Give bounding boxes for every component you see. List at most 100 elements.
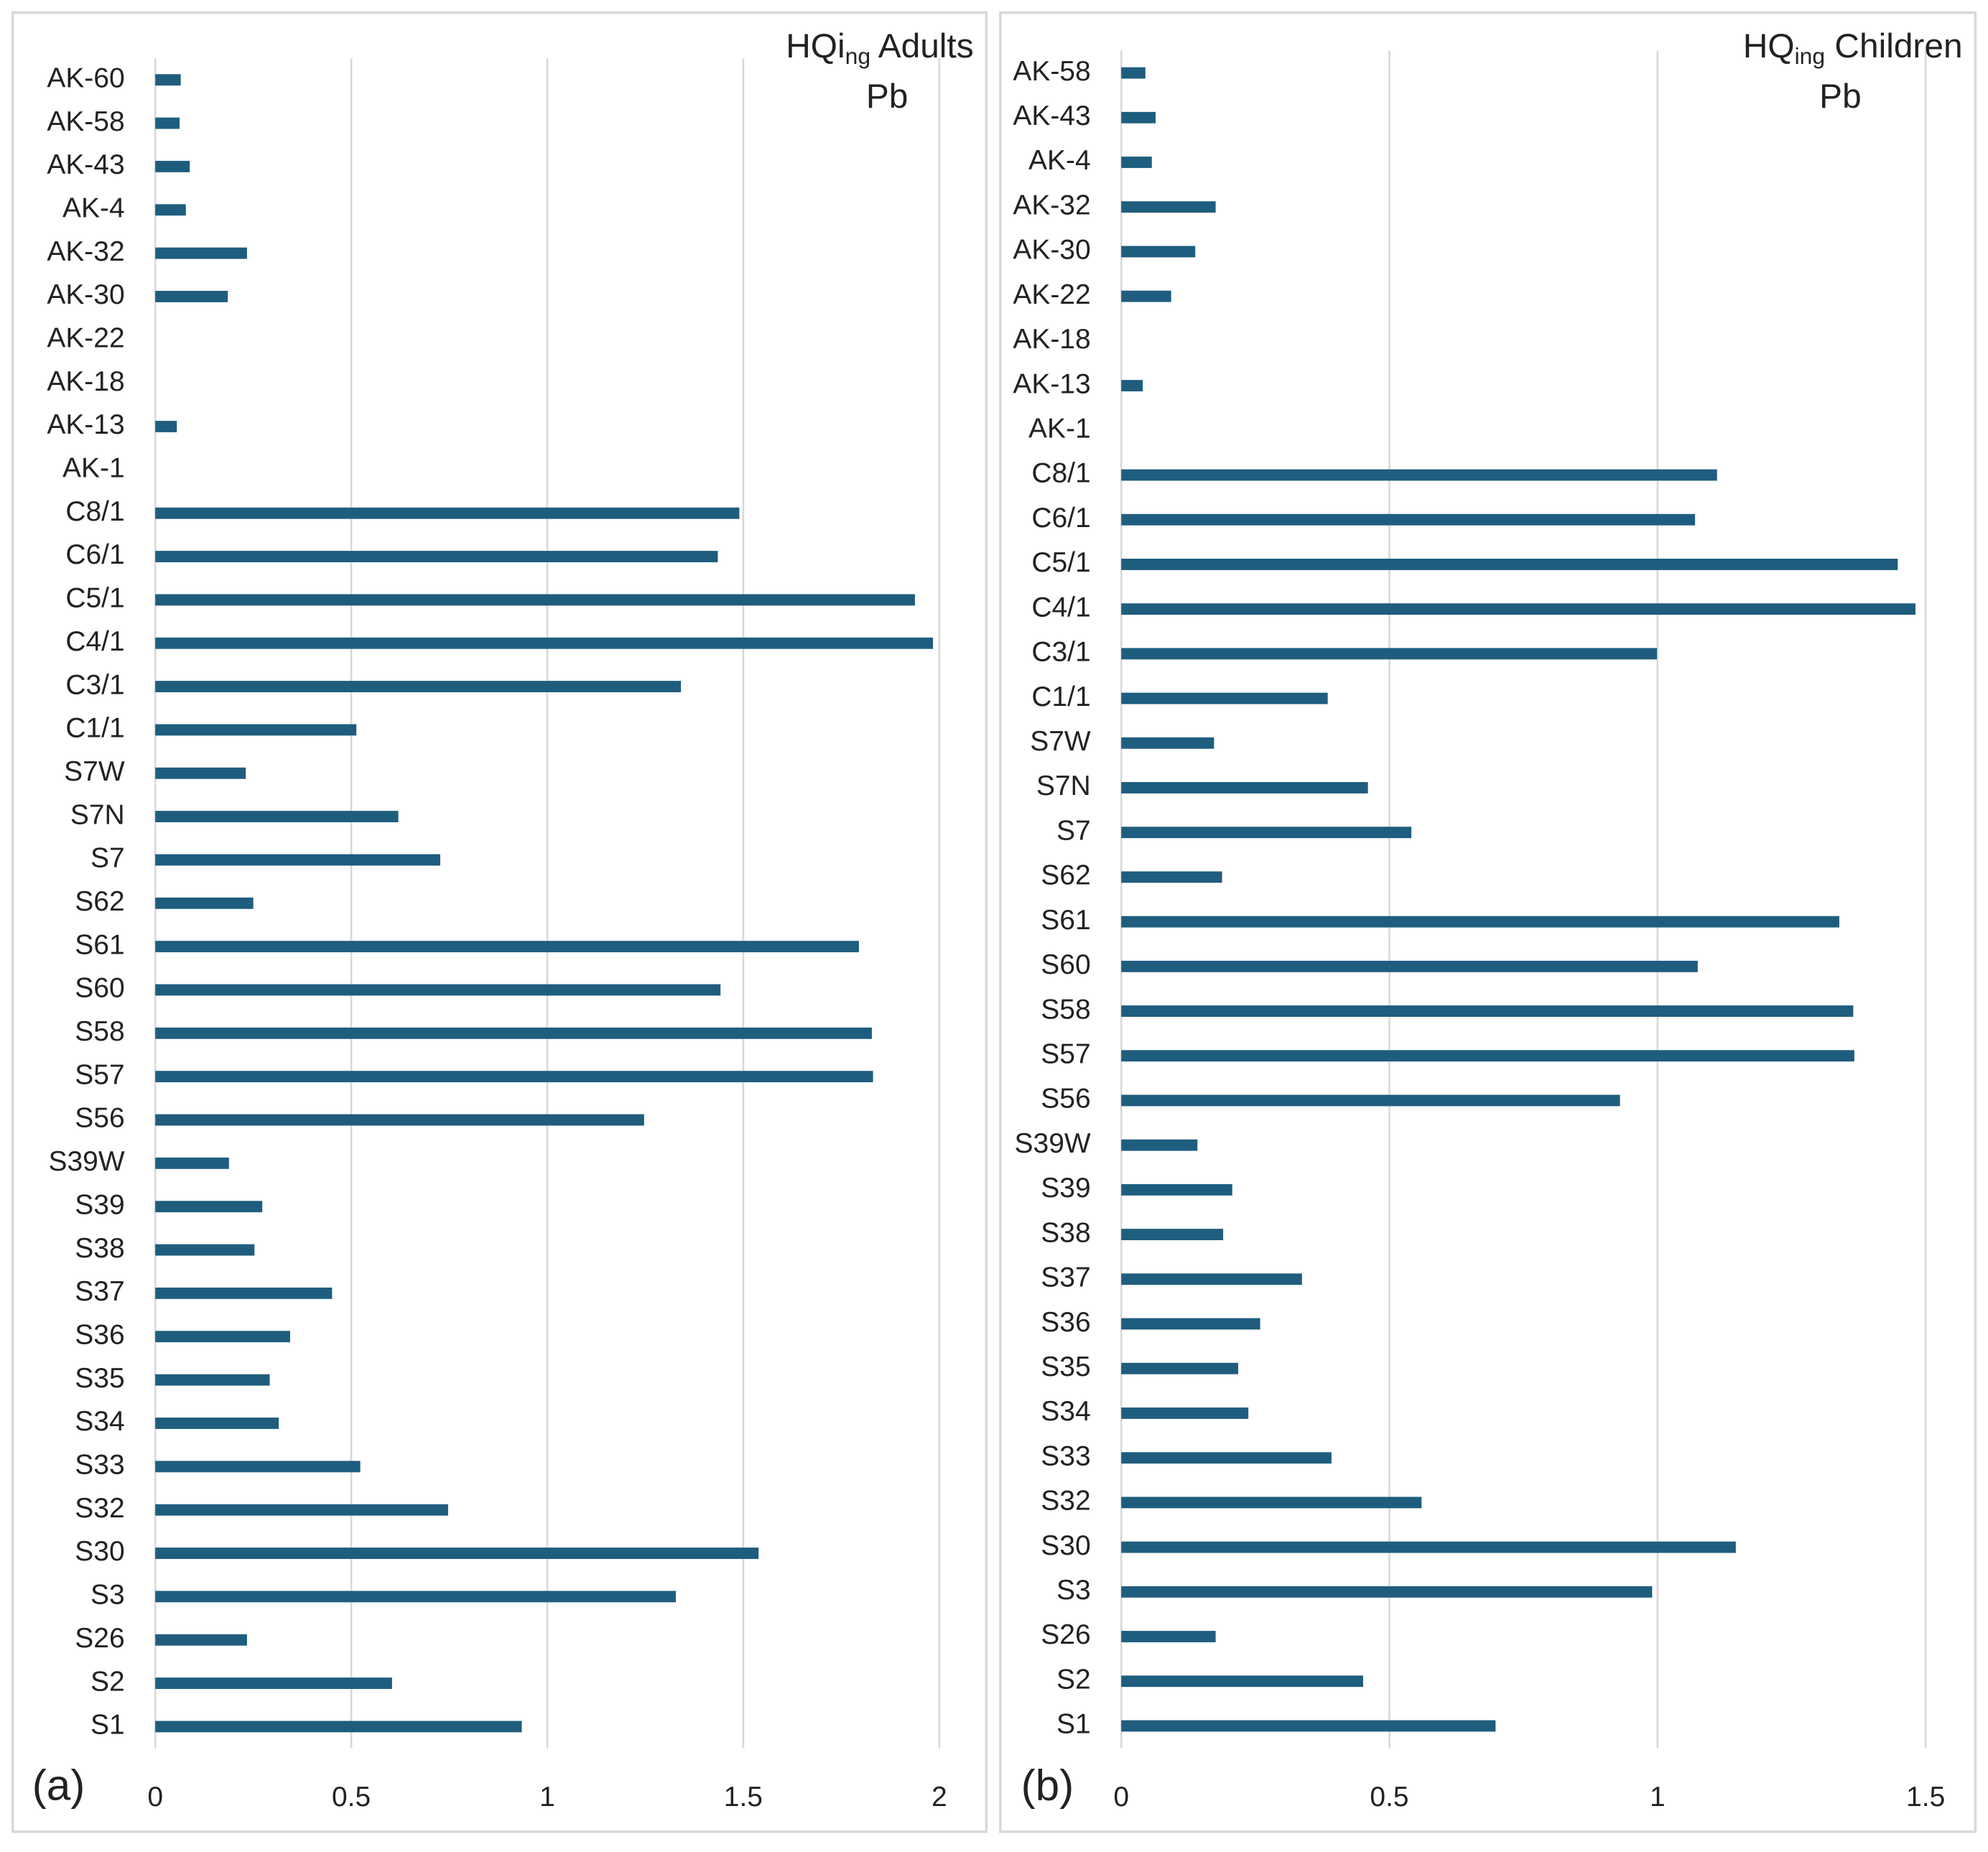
bar: [1121, 1720, 1496, 1732]
y-tick-label: S57: [1041, 1039, 1090, 1070]
y-tick-label: S57: [75, 1060, 124, 1091]
title-text: Children: [1825, 27, 1962, 65]
y-tick-label: AK-32: [47, 236, 124, 267]
bar: [155, 1548, 759, 1559]
bar: [155, 1287, 333, 1299]
bar: [1121, 1452, 1332, 1464]
y-tick-label: S7N: [70, 799, 125, 830]
title-text: HQi: [786, 27, 845, 65]
bar: [155, 204, 186, 216]
bar: [155, 941, 859, 953]
bar: [1121, 1497, 1422, 1509]
bar: [1121, 558, 1898, 570]
y-tick-label: C3/1: [65, 669, 124, 700]
bar: [155, 724, 357, 736]
y-tick-label: C3/1: [1031, 637, 1090, 668]
bar: [1121, 380, 1143, 391]
bar: [155, 594, 915, 606]
y-tick-label: S7W: [64, 756, 125, 787]
bar: [155, 1461, 361, 1473]
x-tick-label: 1: [1650, 1782, 1666, 1813]
bar: [1121, 513, 1696, 526]
bar: [1121, 692, 1328, 704]
bar: [155, 1201, 263, 1213]
bar: [1121, 157, 1152, 168]
y-tick-label: S56: [75, 1103, 124, 1134]
title-text: Adults: [870, 27, 974, 65]
y-tick-label: S38: [1041, 1217, 1090, 1248]
y-tick-label: S38: [75, 1233, 124, 1264]
y-tick-label: C4/1: [1031, 592, 1090, 623]
bar: [1121, 871, 1222, 883]
x-tick-label: 0.5: [332, 1782, 371, 1813]
chart-subtitle: Pb: [1819, 78, 1862, 116]
y-tick-label: S61: [1041, 905, 1090, 936]
bar: [155, 291, 228, 302]
bar: [1121, 603, 1915, 615]
y-tick-label: S39: [75, 1190, 124, 1221]
bar: [1121, 827, 1412, 839]
y-tick-label: S34: [75, 1406, 124, 1437]
y-tick-label: S33: [1041, 1441, 1090, 1472]
y-tick-label: S3: [1056, 1575, 1091, 1606]
bar: [155, 74, 181, 86]
y-tick-label: S1: [1056, 1709, 1091, 1740]
bar: [1121, 246, 1196, 258]
bar: [1121, 737, 1214, 749]
y-tick-label: S58: [75, 1016, 124, 1047]
bar: [1121, 469, 1717, 481]
y-tick-label: S1: [90, 1710, 125, 1741]
bar: [1121, 1675, 1363, 1688]
bar: [155, 160, 190, 172]
y-tick-label: C4/1: [65, 626, 124, 657]
x-tick-label: 1: [539, 1782, 555, 1813]
bar: [155, 811, 399, 823]
x-tick-label: 1.5: [724, 1782, 763, 1813]
y-tick-label: AK-22: [1013, 279, 1090, 310]
bar: [1121, 67, 1146, 79]
y-tick-label: AK-18: [1013, 324, 1090, 355]
chart-subtitle: Pb: [866, 78, 909, 116]
y-tick-label: C5/1: [1031, 547, 1090, 578]
y-tick-label: AK-58: [1013, 56, 1090, 87]
title-subscript: ng: [845, 44, 870, 70]
y-tick-label: S2: [90, 1666, 125, 1697]
bar: [1121, 1183, 1232, 1196]
y-tick-label: S60: [75, 973, 124, 1004]
panel-frame: [11, 11, 988, 1833]
y-tick-label: S62: [1041, 860, 1090, 891]
chart-title: HQing Adults: [786, 27, 973, 70]
y-tick-label: S61: [75, 929, 124, 960]
x-tick-label: 0: [1113, 1782, 1129, 1813]
bar: [1121, 960, 1698, 972]
bar: [1121, 1407, 1249, 1419]
y-tick-label: S32: [1041, 1486, 1090, 1517]
y-tick-label: C6/1: [65, 539, 124, 570]
y-tick-label: C1/1: [65, 713, 124, 744]
bar: [155, 117, 180, 129]
y-tick-label: AK-1: [62, 453, 125, 484]
bar: [155, 507, 740, 519]
y-tick-label: S7: [90, 843, 125, 874]
bar: [155, 1071, 873, 1083]
y-tick-label: C6/1: [1031, 503, 1090, 534]
bar: [155, 551, 718, 562]
bar: [155, 1418, 279, 1429]
bar: [1121, 1050, 1854, 1062]
y-tick-label: S30: [1041, 1530, 1090, 1561]
bar: [155, 1374, 270, 1386]
y-tick-label: S39W: [1015, 1128, 1091, 1159]
y-tick-label: S35: [75, 1363, 124, 1394]
y-tick-label: S39: [1041, 1173, 1090, 1204]
y-tick-label: AK-22: [47, 323, 124, 354]
bar: [155, 247, 247, 259]
panel-label: (a): [32, 1762, 85, 1810]
y-tick-label: S7W: [1030, 726, 1091, 757]
bar: [1121, 1541, 1736, 1553]
bar: [1121, 782, 1368, 794]
y-tick-label: S35: [1041, 1351, 1090, 1382]
bar: [1121, 1139, 1198, 1151]
y-tick-label: C5/1: [65, 583, 124, 614]
y-tick-label: S37: [75, 1276, 124, 1307]
y-tick-label: S30: [75, 1536, 124, 1567]
